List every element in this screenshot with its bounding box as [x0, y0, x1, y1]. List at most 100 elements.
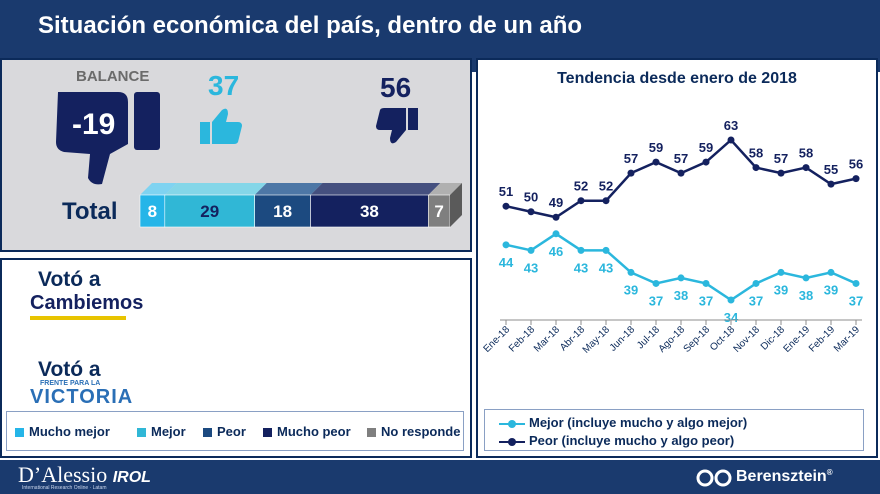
data-label: 57 [624, 151, 638, 166]
series-point [752, 279, 760, 287]
footer-bar: D’Alessio IROL International Research On… [0, 460, 880, 494]
x-tick-label: May-18 [581, 324, 613, 356]
bar-segment-label: 18 [273, 202, 292, 221]
data-label: 43 [524, 260, 538, 275]
thumb-up-icon [200, 108, 242, 144]
data-label: 50 [524, 190, 538, 205]
bar-segment-label: 38 [360, 202, 379, 221]
series-point [752, 164, 760, 172]
x-tick-label: Ene-18 [482, 324, 513, 355]
cambiemos-label-1: Votó a [38, 268, 101, 291]
header-bar: Situación económica del país, dentro de … [0, 0, 880, 58]
series-point [677, 274, 685, 282]
data-label: 38 [799, 288, 813, 303]
positive-value: 37 [208, 70, 240, 101]
series-point [527, 246, 535, 254]
series-point [577, 246, 585, 254]
trend-panel [476, 58, 878, 458]
bar-side [450, 183, 462, 227]
x-tick-label: Sep-18 [682, 324, 713, 355]
data-label: 51 [499, 184, 513, 199]
data-label: 59 [699, 140, 713, 155]
data-label: 63 [724, 118, 738, 133]
trend-title: Tendencia desde enero de 2018 [557, 70, 797, 87]
page-title: Situación económica del país, dentro de … [38, 12, 583, 39]
series-point [552, 230, 560, 238]
legend-peor-series: Peor (incluye mucho y algo peor) [499, 433, 734, 448]
legend-mejor-series: Mejor (incluye mucho y algo mejor) [499, 415, 747, 430]
data-label: 44 [499, 255, 514, 270]
series-point [652, 158, 660, 166]
legend-peor-marker [499, 437, 525, 446]
legend-no-responde: No responde [367, 424, 460, 439]
balance-label: BALANCE [76, 68, 150, 85]
series-point [852, 279, 860, 287]
data-label: 55 [824, 162, 838, 177]
series-point [627, 268, 635, 276]
legend-mejor-marker [499, 419, 525, 428]
total-label: Total [62, 198, 118, 225]
data-label: 39 [774, 282, 788, 297]
series-point [727, 296, 735, 304]
legend-mucho-mejor: Mucho mejor [15, 424, 110, 439]
data-label: 39 [624, 282, 638, 297]
series-point [527, 208, 535, 216]
bar-segment-top [428, 183, 462, 195]
series-point [777, 169, 785, 177]
series-point [702, 158, 710, 166]
series-point [502, 202, 510, 210]
data-label: 37 [849, 293, 863, 308]
series-point [802, 164, 810, 172]
series-point [502, 241, 510, 249]
bar-segment-top [254, 183, 323, 195]
data-label: 46 [549, 244, 563, 259]
data-label: 58 [799, 146, 813, 161]
data-label: 59 [649, 140, 663, 155]
negative-value: 56 [380, 72, 412, 103]
bar-segment-label: 8 [148, 202, 157, 221]
x-tick-label: Feb-19 [807, 324, 837, 354]
bar-segment [139, 194, 166, 228]
victoria-logo-small: FRENTE PARA LA [40, 380, 101, 387]
berensztein-logo-icon [696, 469, 732, 487]
bar-segment-top [140, 183, 177, 195]
x-tick-label: Jun-18 [608, 324, 638, 354]
balance-value: -19 [72, 108, 116, 141]
series-point [827, 268, 835, 276]
bar-segment-top [310, 183, 441, 195]
bar-segment [254, 194, 311, 228]
data-label: 39 [824, 282, 838, 297]
bar-segment-label: 7 [434, 202, 443, 221]
series-point [852, 175, 860, 183]
trend-line-chart: 44 43 46 43 43 39 37 38 37 34 37 39 38 39 37 51 50 49 52 52… [482, 118, 864, 356]
data-label: 49 [549, 195, 563, 210]
dalessio-logo: D’Alessio IROL [18, 462, 151, 487]
cambiemos-logo-underline [30, 316, 126, 320]
data-label: 57 [674, 151, 688, 166]
trend-legend: Mejor (incluye mucho y algo mejor) Peor … [484, 409, 864, 451]
data-label: 57 [774, 151, 788, 166]
series-point [677, 169, 685, 177]
series-point [827, 180, 835, 188]
x-tick-label: Ago-18 [657, 324, 688, 355]
bar-segment [310, 194, 429, 228]
cambiemos-logo: Cambiemos [30, 292, 144, 314]
x-tick-label: Ene-19 [782, 324, 813, 355]
dalessio-subtitle: International Research Online · Latam [22, 485, 107, 491]
series-point [627, 169, 635, 177]
series-point [777, 268, 785, 276]
x-tick-label: Nov-18 [732, 324, 763, 355]
data-label: 37 [699, 293, 713, 308]
legend-mucho-peor: Mucho peor [263, 424, 351, 439]
thumb-down-icon [376, 108, 418, 144]
series-point [727, 136, 735, 144]
berensztein-logo: Berensztein® [736, 468, 833, 485]
legend-peor: Peor [203, 424, 246, 439]
data-label: 58 [749, 146, 763, 161]
data-label: 34 [724, 310, 739, 325]
x-tick-label: Mar-18 [532, 324, 562, 354]
victoria-label-1: Votó a [38, 358, 101, 381]
series-point [802, 274, 810, 282]
victoria-logo: VICTORIA [30, 386, 134, 408]
series-point [602, 246, 610, 254]
